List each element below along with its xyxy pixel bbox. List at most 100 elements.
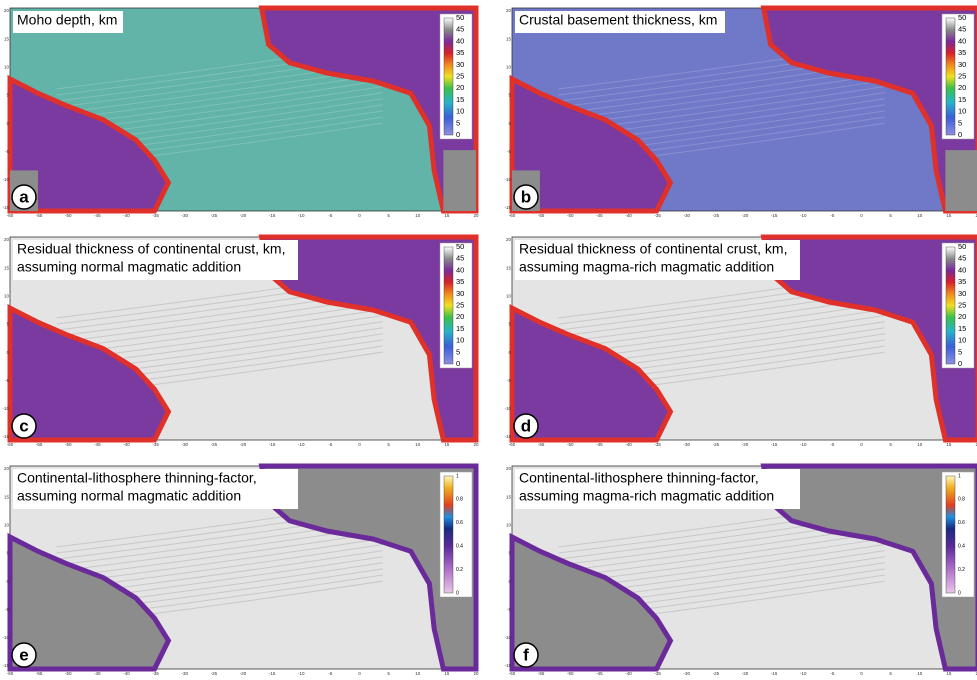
colorbar-tick-label: 40 — [958, 265, 966, 274]
colorbar-tick-label: 10 — [958, 107, 966, 116]
colorbar-tick-label: 15 — [958, 324, 966, 333]
y-tick-label: -5 — [5, 378, 9, 383]
colorbar-tick-label: 0 — [958, 590, 961, 596]
x-tick-label: -10 — [800, 442, 807, 447]
y-tick-label: 20 — [4, 237, 10, 242]
y-tick-label: 15 — [506, 265, 512, 270]
colorbar-tick-label: 35 — [958, 277, 966, 286]
x-tick-label: -25 — [713, 671, 720, 675]
x-tick-label: -30 — [181, 671, 188, 675]
panel-title: Residual thickness of continental crust,… — [519, 241, 787, 257]
y-tick-label: -5 — [507, 378, 511, 383]
colorbar-tick-label: 35 — [456, 48, 464, 57]
y-tick-label: -10 — [2, 177, 9, 182]
y-tick-label: -5 — [5, 149, 9, 154]
x-tick-label: -45 — [596, 442, 603, 447]
x-tick-label: -5 — [328, 442, 332, 447]
x-tick-label: -15 — [771, 442, 778, 447]
y-tick-label: -5 — [507, 149, 511, 154]
colorbar-tick-label: 25 — [958, 71, 966, 80]
y-tick-label: -10 — [504, 635, 511, 640]
x-tick-label: -60 — [7, 442, 14, 447]
x-tick-label: 15 — [444, 442, 450, 447]
colorbar-tick-label: 25 — [456, 71, 464, 80]
x-tick-label: -35 — [152, 213, 159, 218]
colorbar-tick-label: 30 — [958, 289, 966, 298]
colorbar-tick-label: 10 — [456, 336, 464, 345]
panel-label: d — [521, 416, 531, 435]
x-tick-label: 15 — [946, 213, 952, 218]
panel-label: f — [523, 645, 529, 664]
colorbar-tick-label: 0.8 — [958, 497, 965, 503]
colorbar-tick-label: 50 — [456, 13, 464, 22]
colorbar — [946, 18, 955, 135]
x-tick-label: -15 — [269, 442, 276, 447]
y-tick-label: 20 — [4, 466, 10, 471]
x-tick-label: -20 — [240, 671, 247, 675]
colorbar-tick-label: 1 — [456, 473, 459, 479]
x-tick-label: 5 — [387, 213, 390, 218]
gray-corner — [945, 150, 977, 211]
x-tick-label: -45 — [94, 671, 101, 675]
y-tick-label: 15 — [506, 494, 512, 499]
y-tick-label: 15 — [4, 36, 10, 41]
x-tick-label: -5 — [830, 213, 834, 218]
colorbar-tick-label: 45 — [958, 254, 966, 263]
panel-title: assuming magma-rich magmatic addition — [519, 259, 774, 275]
colorbar-tick-label: 20 — [456, 312, 464, 321]
y-tick-label: -10 — [504, 177, 511, 182]
colorbar-tick-label: 5 — [456, 347, 460, 356]
x-tick-label: -40 — [625, 671, 632, 675]
x-tick-label: -50 — [65, 671, 72, 675]
x-tick-label: 15 — [946, 671, 952, 675]
colorbar — [946, 476, 955, 593]
y-tick-label: -15 — [2, 205, 9, 210]
x-tick-label: -55 — [538, 442, 545, 447]
colorbar-tick-label: 10 — [958, 336, 966, 345]
x-tick-label: -10 — [800, 671, 807, 675]
colorbar-tick-label: 45 — [958, 25, 966, 34]
x-tick-label: -15 — [269, 671, 276, 675]
gray-corner — [443, 150, 476, 211]
x-tick-label: -20 — [742, 671, 749, 675]
colorbar-tick-label: 20 — [958, 312, 966, 321]
y-tick-label: 15 — [506, 36, 512, 41]
x-tick-label: -30 — [683, 213, 690, 218]
colorbar-tick-label: 0.4 — [456, 544, 463, 550]
panel-label: c — [19, 416, 28, 435]
x-tick-label: -40 — [625, 442, 632, 447]
colorbar-tick-label: 30 — [456, 289, 464, 298]
y-tick-label: 10 — [506, 293, 512, 298]
colorbar-tick-label: 0.2 — [958, 567, 965, 573]
x-tick-label: -10 — [298, 442, 305, 447]
colorbar — [444, 18, 453, 135]
y-tick-label: -10 — [504, 406, 511, 411]
map-panel: Crustal basement thickness, kmb051015202… — [504, 8, 977, 218]
panel-label: e — [19, 645, 28, 664]
colorbar-tick-label: 0 — [958, 359, 962, 368]
colorbar-tick-label: 5 — [958, 118, 962, 127]
panel-title: Crustal basement thickness, km — [519, 12, 717, 28]
x-tick-label: -15 — [771, 213, 778, 218]
y-tick-label: -5 — [5, 607, 9, 612]
colorbar-tick-label: 0 — [958, 130, 962, 139]
x-tick-label: -40 — [123, 442, 130, 447]
y-tick-label: 15 — [4, 494, 10, 499]
x-tick-label: -45 — [94, 213, 101, 218]
x-tick-label: 20 — [473, 671, 479, 675]
x-tick-label: -35 — [654, 671, 661, 675]
x-tick-label: -30 — [683, 671, 690, 675]
colorbar-tick-label: 5 — [456, 118, 460, 127]
colorbar-tick-label: 40 — [958, 36, 966, 45]
x-tick-label: -30 — [181, 442, 188, 447]
colorbar-tick-label: 40 — [456, 36, 464, 45]
x-tick-label: -5 — [830, 671, 834, 675]
colorbar-tick-label: 25 — [456, 300, 464, 309]
x-tick-label: 0 — [358, 213, 361, 218]
x-tick-label: -5 — [328, 213, 332, 218]
x-tick-label: 15 — [946, 442, 952, 447]
colorbar-tick-label: 30 — [456, 60, 464, 69]
colorbar-tick-label: 0.6 — [456, 520, 463, 526]
x-tick-label: -10 — [298, 671, 305, 675]
x-tick-label: -45 — [94, 442, 101, 447]
